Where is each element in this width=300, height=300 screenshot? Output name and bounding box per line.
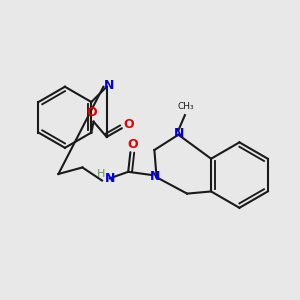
Text: O: O xyxy=(86,106,97,119)
Text: N: N xyxy=(104,172,115,185)
Text: O: O xyxy=(127,138,138,151)
Text: H: H xyxy=(97,169,105,179)
Text: CH₃: CH₃ xyxy=(178,102,194,111)
Text: N: N xyxy=(174,127,185,140)
Text: O: O xyxy=(123,118,134,131)
Text: N: N xyxy=(103,79,114,92)
Text: N: N xyxy=(150,170,161,183)
